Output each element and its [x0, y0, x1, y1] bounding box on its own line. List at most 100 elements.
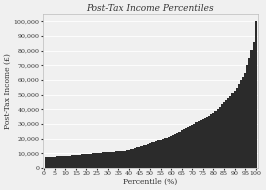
Bar — [92, 154, 94, 168]
Bar — [155, 141, 157, 168]
Bar — [227, 98, 229, 168]
Bar — [248, 58, 251, 168]
Bar — [214, 111, 217, 168]
Bar — [70, 155, 73, 168]
Bar — [132, 149, 134, 168]
Bar — [147, 144, 149, 168]
Bar — [138, 147, 140, 168]
Bar — [77, 155, 79, 168]
Bar — [119, 151, 121, 168]
Bar — [109, 152, 111, 168]
Bar — [66, 156, 68, 168]
Bar — [178, 131, 181, 168]
Bar — [64, 156, 66, 168]
Bar — [223, 102, 225, 168]
Bar — [251, 50, 253, 168]
Bar — [238, 84, 240, 168]
Bar — [206, 117, 208, 168]
Bar — [170, 136, 172, 168]
Bar — [83, 154, 85, 168]
Bar — [185, 128, 187, 168]
Bar — [159, 140, 161, 168]
Bar — [52, 157, 54, 168]
Bar — [189, 126, 191, 168]
Bar — [98, 153, 100, 168]
Bar — [187, 127, 189, 168]
Bar — [94, 153, 96, 168]
Bar — [181, 130, 183, 168]
Y-axis label: Post-Tax Income (£): Post-Tax Income (£) — [4, 53, 12, 129]
Bar — [149, 143, 151, 168]
Bar — [151, 142, 153, 168]
Bar — [111, 152, 113, 168]
Bar — [123, 150, 126, 168]
Bar — [210, 114, 212, 168]
Bar — [130, 150, 132, 168]
Bar — [128, 150, 130, 168]
Bar — [81, 154, 83, 168]
Bar — [208, 116, 210, 168]
Bar — [198, 121, 200, 168]
Bar — [202, 119, 204, 168]
Bar — [96, 153, 98, 168]
Bar — [172, 135, 174, 168]
Bar — [145, 145, 147, 168]
Bar — [200, 120, 202, 168]
Bar — [75, 155, 77, 168]
Bar — [161, 139, 164, 168]
Bar — [234, 91, 236, 168]
Bar — [253, 42, 255, 168]
Bar — [134, 148, 136, 168]
Bar — [191, 125, 193, 168]
Bar — [240, 80, 242, 168]
Bar — [166, 138, 168, 168]
Bar — [105, 152, 106, 168]
Bar — [168, 137, 170, 168]
Bar — [126, 150, 128, 168]
Bar — [121, 151, 123, 168]
Bar — [217, 109, 219, 168]
Bar — [212, 113, 214, 168]
Bar — [102, 153, 105, 168]
Bar — [229, 96, 231, 168]
Bar — [196, 122, 198, 168]
Bar — [244, 73, 246, 168]
Bar — [117, 151, 119, 168]
Bar — [221, 105, 223, 168]
Bar — [62, 156, 64, 168]
Bar — [88, 154, 90, 168]
Bar — [153, 142, 155, 168]
Bar — [193, 124, 196, 168]
Bar — [56, 156, 58, 168]
Bar — [157, 140, 159, 168]
Bar — [85, 154, 88, 168]
Bar — [255, 21, 257, 168]
Bar — [143, 145, 145, 168]
Bar — [115, 151, 117, 168]
Bar — [231, 93, 234, 168]
X-axis label: Percentile (%): Percentile (%) — [123, 178, 178, 186]
Bar — [225, 100, 227, 168]
Bar — [183, 129, 185, 168]
Bar — [90, 154, 92, 168]
Bar — [136, 147, 138, 168]
Bar — [113, 152, 115, 168]
Bar — [68, 156, 70, 168]
Bar — [47, 157, 49, 168]
Bar — [54, 157, 56, 168]
Bar — [140, 146, 143, 168]
Bar — [45, 157, 47, 168]
Bar — [236, 88, 238, 168]
Bar — [219, 107, 221, 168]
Bar — [242, 77, 244, 168]
Bar — [176, 133, 178, 168]
Bar — [164, 138, 166, 168]
Title: Post-Tax Income Percentiles: Post-Tax Income Percentiles — [87, 4, 214, 13]
Bar — [79, 155, 81, 168]
Bar — [174, 134, 176, 168]
Bar — [60, 156, 62, 168]
Bar — [204, 118, 206, 168]
Bar — [73, 155, 75, 168]
Bar — [106, 152, 109, 168]
Bar — [100, 153, 102, 168]
